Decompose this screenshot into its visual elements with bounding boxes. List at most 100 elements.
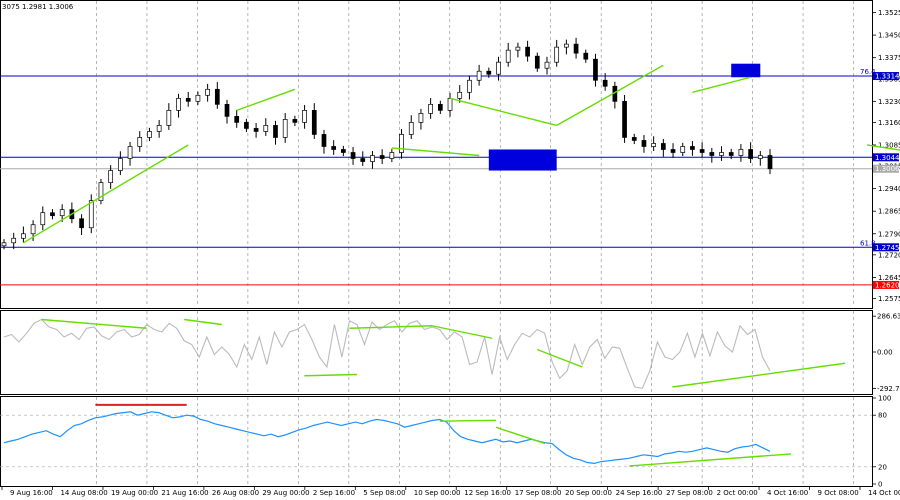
x-tick-label: 17 Sep 08:00	[515, 489, 562, 497]
rsi-trend-line	[495, 426, 546, 445]
candle-body	[263, 125, 269, 132]
x-tick-label: 14 Oct 00:00	[868, 489, 900, 497]
candle-body	[690, 146, 695, 150]
panel-frame-3	[0, 396, 873, 487]
candle-body	[292, 119, 298, 123]
x-tick-label: 21 Aug 16:00	[161, 489, 208, 497]
candle-body	[641, 140, 647, 147]
price-trend-line	[236, 88, 296, 112]
x-tick-label: 9 Aug 16:00	[10, 489, 53, 497]
x-tick-label: 2 Oct 00:00	[717, 489, 758, 497]
candle-body	[476, 70, 482, 81]
candle-body	[680, 146, 686, 153]
rsi-panel: 100 80 20 0	[0, 395, 891, 489]
candle-body	[127, 146, 133, 159]
candle-body	[166, 110, 172, 126]
rsi-y-tick-label: 0	[878, 481, 882, 489]
price-y-tick-label: 1.2940	[878, 185, 900, 193]
header-text: 3075 1.2981 1.3006	[2, 3, 74, 11]
panel-frames	[0, 0, 873, 487]
osc-y-tick-label: -292.7316	[877, 385, 900, 393]
price-y-tick-label: 1.3525	[878, 9, 900, 17]
candle-body	[273, 125, 278, 138]
price-trend-line	[692, 76, 751, 93]
candle-body	[30, 224, 36, 235]
candle-body	[593, 58, 598, 81]
candle-body	[418, 113, 424, 123]
x-tick-label: 4 Oct 16:00	[767, 489, 808, 497]
level-price-tag	[873, 153, 899, 162]
candle-body	[602, 79, 608, 87]
candle-body	[699, 149, 705, 153]
candle-body	[11, 237, 17, 244]
candle-body	[748, 149, 753, 159]
candle-body	[79, 218, 84, 229]
candle-body	[88, 200, 94, 229]
candle-body	[515, 46, 521, 51]
x-tick-label: 12 Sep 16:00	[464, 489, 511, 497]
candle-body	[302, 110, 307, 123]
candle-body	[370, 155, 375, 162]
price-trend-line	[866, 144, 900, 151]
price-y-tick-label: 1.3375	[878, 54, 900, 62]
candle-body	[457, 91, 463, 99]
candle-body	[21, 233, 26, 239]
price-trend-line	[556, 64, 664, 127]
oscillator-panel: 286.6354 0.00 -292.7316	[3, 313, 900, 393]
candle-body	[244, 122, 249, 129]
candle-body	[205, 88, 210, 96]
candle-body	[428, 103, 433, 114]
panel-frame-2	[0, 310, 873, 395]
level-price-label: 1.3314	[875, 73, 900, 81]
level-price-label: 1.3044	[875, 154, 900, 162]
candle-body	[360, 158, 366, 162]
candle-body	[59, 209, 65, 217]
candle-body	[505, 49, 511, 63]
candle-body	[622, 100, 627, 138]
price-y-tick-label: 1.3230	[878, 98, 900, 106]
osc-trend-line	[41, 318, 147, 329]
candle-body	[350, 152, 356, 159]
candle-body	[341, 149, 346, 153]
candle-body	[728, 152, 734, 156]
candle-body	[631, 137, 637, 141]
candle-body	[738, 149, 744, 156]
candle-body	[176, 97, 181, 111]
candle-body	[496, 61, 501, 75]
osc-trend-line	[184, 318, 222, 326]
osc-trend-line	[431, 325, 493, 339]
candle-body	[670, 149, 676, 153]
candle-body	[311, 110, 317, 135]
candle-body	[408, 122, 414, 135]
candle-body	[447, 97, 453, 111]
x-tick-label: 26 Aug 08:00	[212, 489, 259, 497]
candle-body	[554, 46, 560, 63]
x-tick-label: 27 Sep 08:00	[666, 489, 713, 497]
level-price-tag	[873, 243, 899, 252]
candle-body	[282, 119, 288, 138]
candle-body	[118, 158, 123, 171]
candle-body	[214, 88, 220, 105]
candle-body	[108, 170, 114, 183]
price-y-tick-label: 1.2575	[878, 295, 900, 303]
candle-body	[331, 146, 337, 150]
level-price-label: 1.3006	[875, 165, 900, 173]
price-y-tick-label: 1.2645	[878, 274, 900, 282]
price-trend-line	[23, 144, 189, 244]
candle-body	[156, 125, 162, 132]
candle-body	[719, 152, 724, 156]
osc-trend-line	[536, 348, 583, 368]
level-price-label: 1.2620	[875, 281, 900, 289]
candle-body	[379, 155, 385, 159]
rsi-y-tick-label: 20	[878, 463, 887, 471]
price-y-tick-label: 1.3085	[878, 141, 900, 149]
candle-body	[185, 97, 191, 102]
x-tick-label: 19 Aug 00:00	[111, 489, 158, 497]
panel-frame-1	[0, 0, 873, 309]
candle-body	[234, 116, 240, 123]
osc-y-tick-label: 0.00	[877, 349, 893, 357]
x-tick-label: 9 Oct 08:00	[818, 489, 859, 497]
rsi-trend-line	[439, 419, 496, 422]
candle-body	[50, 212, 55, 217]
